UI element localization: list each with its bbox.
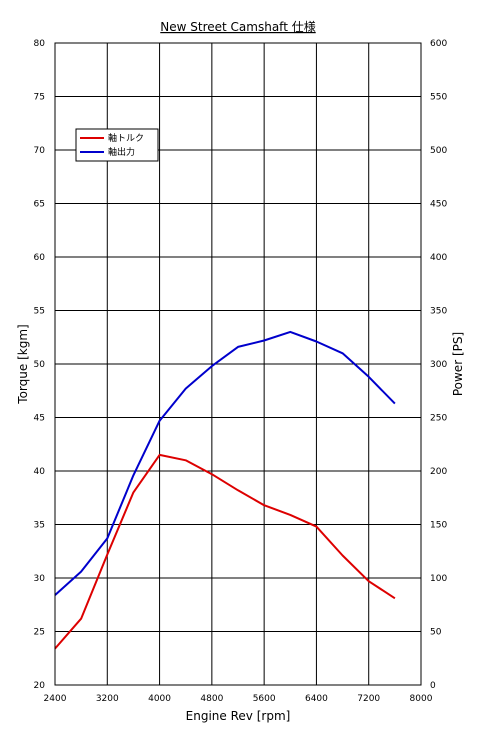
y-left-tick-label: 55 bbox=[34, 307, 45, 317]
y-right-axis-title: Power [PS] bbox=[451, 332, 465, 396]
legend-power-label: 軸出力 bbox=[108, 146, 135, 158]
legend: 軸トルク 軸出力 bbox=[75, 128, 159, 162]
y-right-tick-label: 200 bbox=[430, 467, 447, 477]
y-right-tick-label: 0 bbox=[430, 681, 436, 691]
x-tick-label: 4800 bbox=[200, 694, 223, 704]
y-left-tick-label: 75 bbox=[34, 93, 45, 103]
y-right-tick-label: 50 bbox=[430, 628, 442, 638]
y-right-tick-label: 150 bbox=[430, 521, 447, 531]
y-left-tick-label: 80 bbox=[34, 39, 46, 49]
x-tick-label: 6400 bbox=[305, 694, 328, 704]
x-tick-label: 8000 bbox=[410, 694, 433, 704]
y-left-tick-label: 45 bbox=[34, 414, 45, 424]
grid bbox=[55, 43, 421, 685]
y-left-tick-label: 40 bbox=[34, 467, 46, 477]
x-tick-label: 7200 bbox=[357, 694, 380, 704]
y-left-tick-label: 70 bbox=[34, 146, 46, 156]
y-right-tick-labels: 0 50 100 150 200 250 300 350 400 450 500 550 600 bbox=[430, 39, 447, 691]
y-left-tick-label: 30 bbox=[34, 574, 46, 584]
y-left-tick-label: 20 bbox=[34, 681, 46, 691]
legend-torque-label: 軸トルク bbox=[108, 132, 144, 144]
x-tick-label: 4000 bbox=[148, 694, 171, 704]
y-left-tick-label: 50 bbox=[34, 360, 46, 370]
chart-title: New Street Camshaft 仕様 bbox=[160, 20, 315, 34]
x-tick-label: 5600 bbox=[253, 694, 276, 704]
y-left-tick-label: 60 bbox=[34, 253, 46, 263]
y-right-tick-label: 600 bbox=[430, 39, 447, 49]
y-right-tick-label: 500 bbox=[430, 146, 447, 156]
y-right-tick-label: 400 bbox=[430, 253, 447, 263]
y-left-tick-label: 25 bbox=[34, 628, 45, 638]
x-tick-label: 2400 bbox=[44, 694, 67, 704]
plot-frame bbox=[54, 42, 422, 686]
y-right-tick-label: 250 bbox=[430, 414, 447, 424]
y-right-tick-label: 100 bbox=[430, 574, 447, 584]
legend-box bbox=[75, 128, 159, 162]
power-series-line bbox=[54, 330, 396, 596]
y-left-tick-label: 65 bbox=[34, 200, 45, 210]
series-layer bbox=[54, 330, 396, 650]
y-left-tick-labels: 20 25 30 35 40 45 50 55 60 65 70 75 80 bbox=[34, 39, 46, 691]
y-right-tick-label: 300 bbox=[430, 360, 447, 370]
x-axis-title: Engine Rev [rpm] bbox=[186, 709, 291, 723]
torque-series-line bbox=[54, 453, 396, 650]
y-left-axis-title: Torque [kgm] bbox=[16, 324, 30, 404]
y-right-tick-label: 350 bbox=[430, 307, 447, 317]
x-tick-labels: 2400 3200 4000 4800 5600 6400 7200 8000 bbox=[44, 694, 433, 704]
x-tick-label: 3200 bbox=[96, 694, 119, 704]
y-right-tick-label: 550 bbox=[430, 93, 447, 103]
y-left-tick-label: 35 bbox=[34, 521, 45, 531]
y-right-tick-label: 450 bbox=[430, 200, 447, 210]
